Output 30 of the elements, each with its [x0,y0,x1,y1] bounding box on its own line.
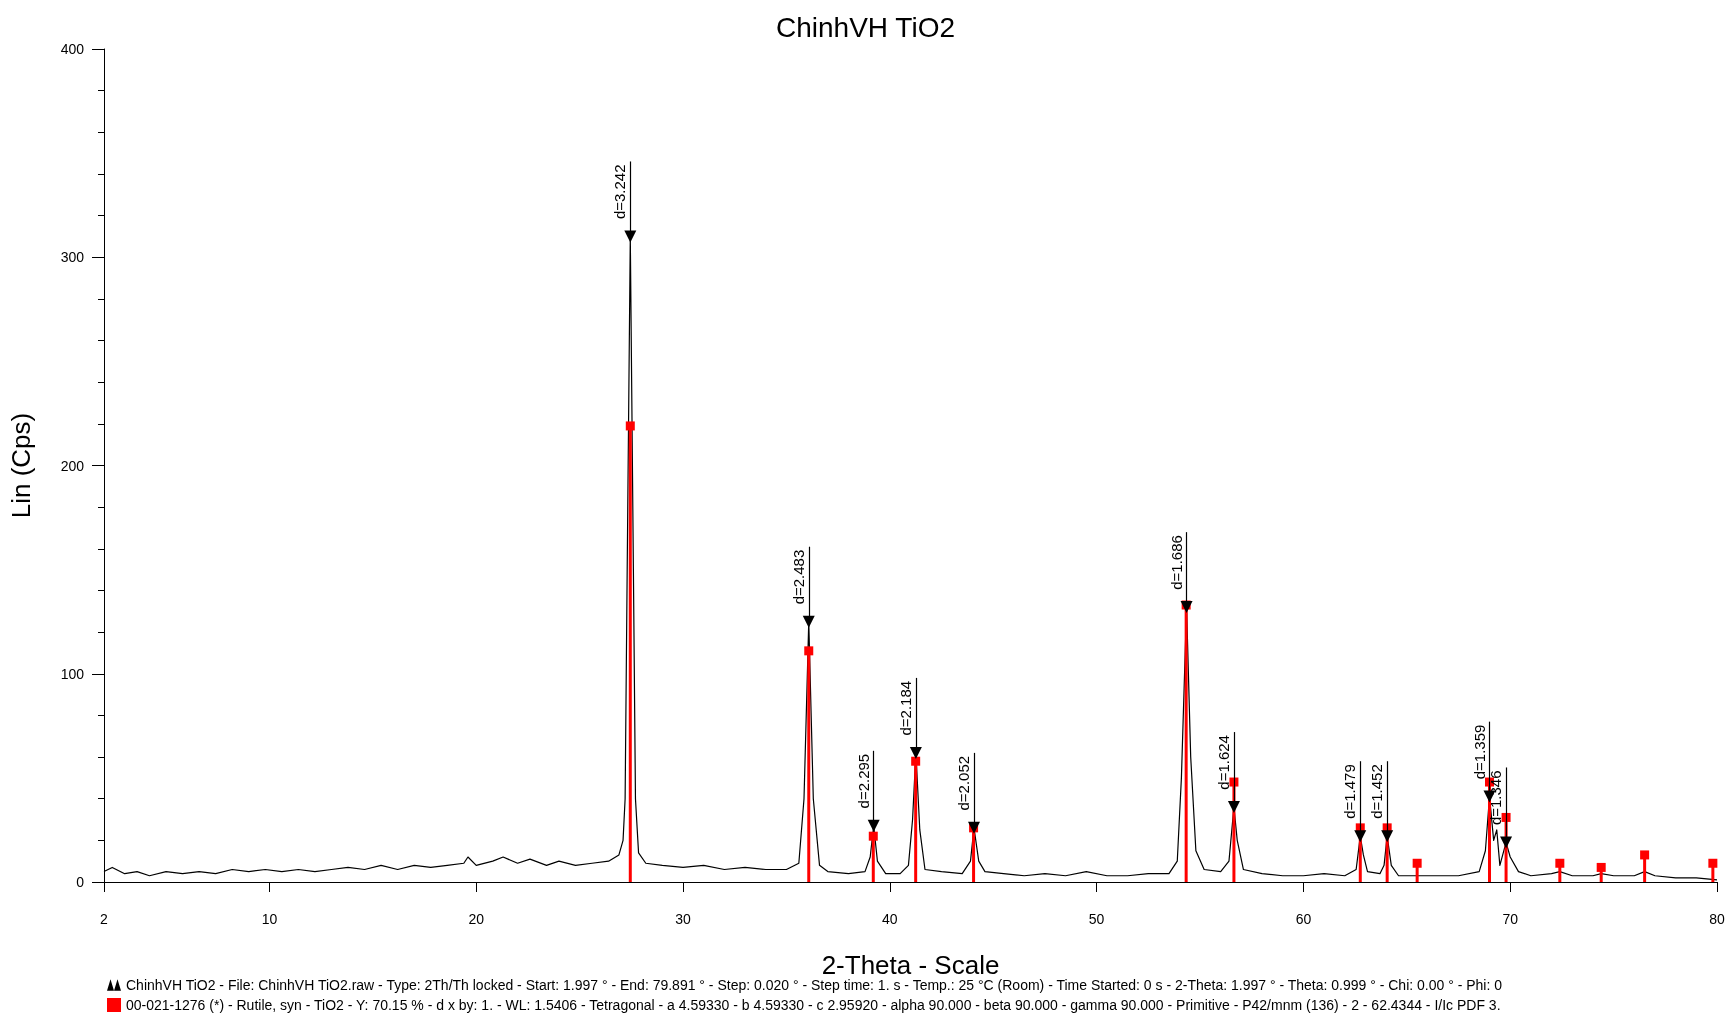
x-tick-label: 70 [1502,911,1519,927]
y-axis-title: Lin (Cps) [6,412,36,519]
x-tick-label: 2 [100,911,109,927]
annotation: d=2.052 [954,755,972,811]
annotation: d=2.483 [789,549,807,605]
annotation: d=1.346 [1487,770,1505,826]
annotation: d=3.242 [611,164,629,220]
legend-label: ChinhVH TiO2 - File: ChinhVH TiO2.raw - Type: 2Th/Th locked - Start: 1.997 ° - End: 79.891 ° - Step: 0.020 ° - Step time: 1. s - Temp.: 25 °C (Room) - Time Started: 0 s - 2-Theta: 1.997 ° - Theta: 0.999 ° - Chi: 0.00 ° - Phi: 0 [126,977,1503,993]
annotation: d=1.479 [1341,764,1359,819]
annotation: d=2.184 [896,680,914,736]
legend-label: 00-021-1276 (*) - Rutile, syn - TiO2 - Y: 70.15 % - d x by: 1. - WL: 1.5406 - Tetragonal - a 4.59330 - b 4.59330 - c 2.95920 - alpha 90.000 - beta 90.000 - gamma 90.000 - Primitive - P42/mnm (136) - 2 - 62.4344 - I/Ic PDF 3. [126,997,1501,1013]
y-tick-label: 300 [60,249,85,266]
y-tick-label: 200 [60,457,85,474]
annotation: d=1.452 [1368,764,1386,819]
chart-title: ChinhVH TiO2 [776,11,955,43]
x-tick-label: 40 [882,911,898,927]
x-tick-label: 10 [261,911,278,927]
x-axis-title: 2-Theta - Scale [821,950,1000,980]
annotation: d=1.359 [1470,724,1488,780]
annotation: d=1.686 [1167,535,1185,590]
y-tick-label: 0 [76,874,85,890]
y-tick-label: 400 [60,41,85,57]
annotation: d=2.295 [854,753,872,809]
y-tick-label: 100 [60,665,85,682]
x-tick-label: 80 [1709,911,1725,927]
x-tick-label: 20 [468,911,485,927]
x-tick-label: 50 [1088,911,1105,927]
x-tick-label: 30 [675,911,692,927]
annotation: d=1.624 [1214,735,1232,790]
x-tick-label: 60 [1295,911,1312,927]
